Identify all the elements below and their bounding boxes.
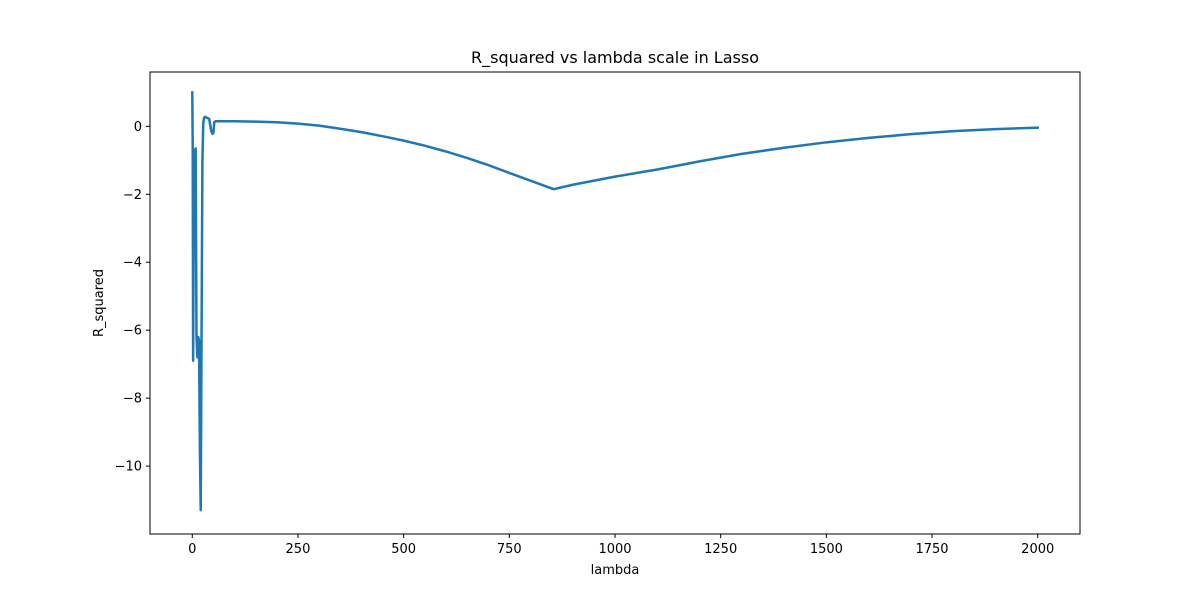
chart-title: R_squared vs lambda scale in Lasso: [471, 48, 759, 68]
x-tick-label: 1000: [598, 542, 631, 557]
x-axis-label: lambda: [591, 563, 640, 578]
y-axis-label: R_squared: [92, 269, 107, 337]
x-tick-label: 0: [188, 542, 196, 557]
y-axis-ticks: −10 −8 −6 −4 −2 0: [115, 120, 150, 475]
x-axis-ticks: 0 250 500 750 1000 1250 1500 1750 2000: [188, 534, 1054, 557]
x-tick-label: 2000: [1021, 542, 1054, 557]
y-tick-label: −10: [115, 460, 142, 475]
x-tick-label: 1750: [915, 542, 948, 557]
y-tick-label: −6: [123, 324, 142, 339]
y-tick-label: −4: [123, 256, 142, 271]
y-tick-label: −8: [123, 392, 142, 407]
line-layer: [191, 91, 1040, 512]
series-line: [191, 91, 1040, 512]
x-tick-label: 750: [497, 542, 522, 557]
x-tick-label: 1500: [810, 542, 843, 557]
y-tick-label: 0: [134, 120, 142, 135]
x-tick-label: 250: [286, 542, 311, 557]
x-tick-label: 1250: [704, 542, 737, 557]
x-tick-label: 500: [391, 542, 416, 557]
plot-area: [150, 72, 1080, 534]
y-tick-label: −2: [123, 188, 142, 203]
